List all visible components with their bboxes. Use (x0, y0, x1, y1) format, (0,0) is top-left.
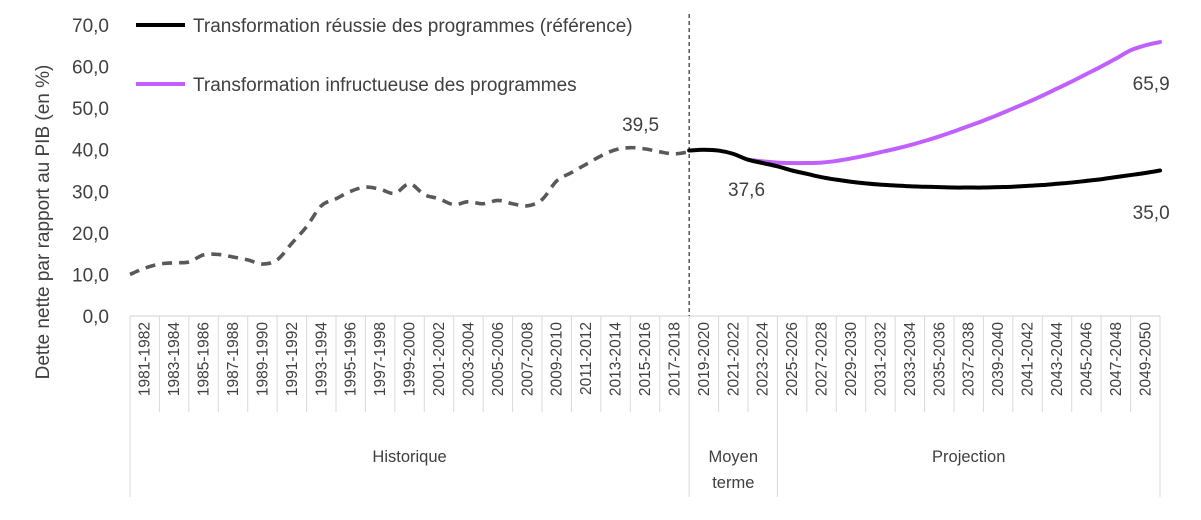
x-tick-label: 2001-2002 (431, 322, 448, 396)
x-tick-label: 2035-2036 (931, 322, 948, 396)
x-tick-label: 2019-2020 (696, 322, 713, 397)
y-tick-label: 0,0 (83, 307, 109, 328)
y-tick-label: 10,0 (72, 265, 109, 286)
y-tick-label: 60,0 (72, 58, 109, 79)
x-tick-label: 2007-2008 (519, 322, 536, 396)
y-axis-label: Dette nette par rapport au PIB (en %) (33, 65, 54, 380)
series-line (687, 147, 1162, 190)
x-tick-label: 2029-2030 (843, 322, 860, 397)
y-tick-label: 70,0 (72, 16, 109, 37)
x-tick-label: 2039-2040 (990, 322, 1007, 397)
data-label: 39,5 (622, 115, 659, 136)
x-tick-label: 2009-2010 (549, 322, 566, 397)
axes (129, 14, 1161, 497)
x-tick-label: 2017-2018 (666, 322, 683, 396)
period-label: Historique (372, 448, 446, 466)
x-tick-label: 1983-1984 (166, 322, 183, 397)
x-tick-label: 2045-2046 (1078, 322, 1095, 396)
x-tick-label: 2021-2022 (725, 322, 742, 396)
x-tick-label: 2041-2042 (1020, 322, 1037, 396)
x-tick-label: 2025-2026 (784, 322, 801, 396)
y-tick-label: 50,0 (72, 99, 109, 120)
data-label: 35,0 (1133, 203, 1170, 224)
x-tick-label: 1981-1982 (137, 322, 154, 396)
x-tick-label: 2049-2050 (1137, 322, 1154, 397)
y-tick-label: 30,0 (72, 182, 109, 203)
x-tick-label: 1997-1998 (372, 322, 389, 396)
x-tick-label: 1985-1986 (196, 322, 213, 396)
x-tick-label: 1999-2000 (402, 322, 419, 397)
y-tick-label: 40,0 (72, 141, 109, 162)
period-label: Moyen (709, 448, 759, 466)
x-tick-label: 2015-2016 (637, 322, 654, 396)
period-labels: Historique Moyen terme Projection (372, 448, 1005, 492)
x-tick-label: 1989-1990 (254, 322, 271, 397)
x-tick-label: 2027-2028 (814, 322, 831, 396)
x-tick-label: 2031-2032 (872, 322, 889, 396)
historical-series-line (129, 145, 690, 277)
x-tick-label: 2013-2014 (608, 322, 625, 397)
legend: Transformation réussie des programmes (r… (136, 16, 633, 96)
x-tick-label: 1991-1992 (284, 322, 301, 396)
y-axis-ticks: 0,0 10,0 20,0 30,0 40,0 50,0 60,0 70,0 (72, 16, 109, 328)
x-tick-label: 2037-2038 (961, 322, 978, 396)
x-tick-label: 2033-2034 (902, 322, 919, 397)
x-tick-label: 1987-1988 (225, 322, 242, 396)
x-tick-label: 2003-2004 (460, 322, 477, 397)
period-label: terme (712, 474, 754, 492)
x-tick-label: 1995-1996 (343, 322, 360, 396)
series-lines (129, 40, 1162, 277)
data-label: 65,9 (1133, 74, 1170, 95)
legend-label: Transformation infructueuse des programm… (193, 75, 577, 96)
y-tick-label: 20,0 (72, 224, 109, 245)
x-axis-ticks: 1981-1982 1983-1984 1985-1986 1987-1988 1989… (137, 322, 1155, 397)
x-tick-label: 2047-2048 (1108, 322, 1125, 396)
x-tick-label: 2023-2024 (755, 322, 772, 397)
period-label: Projection (932, 448, 1005, 466)
x-tick-label: 2011-2012 (578, 322, 595, 395)
x-tick-label: 1993-1994 (313, 322, 330, 397)
series-line (746, 40, 1162, 166)
data-labels: 39,5 37,6 65,9 35,0 (622, 74, 1170, 224)
data-label: 37,6 (728, 180, 765, 201)
legend-label: Transformation réussie des programmes (r… (193, 16, 633, 37)
x-tick-label: 2043-2044 (1049, 322, 1066, 397)
x-tick-label: 2005-2006 (490, 322, 507, 396)
